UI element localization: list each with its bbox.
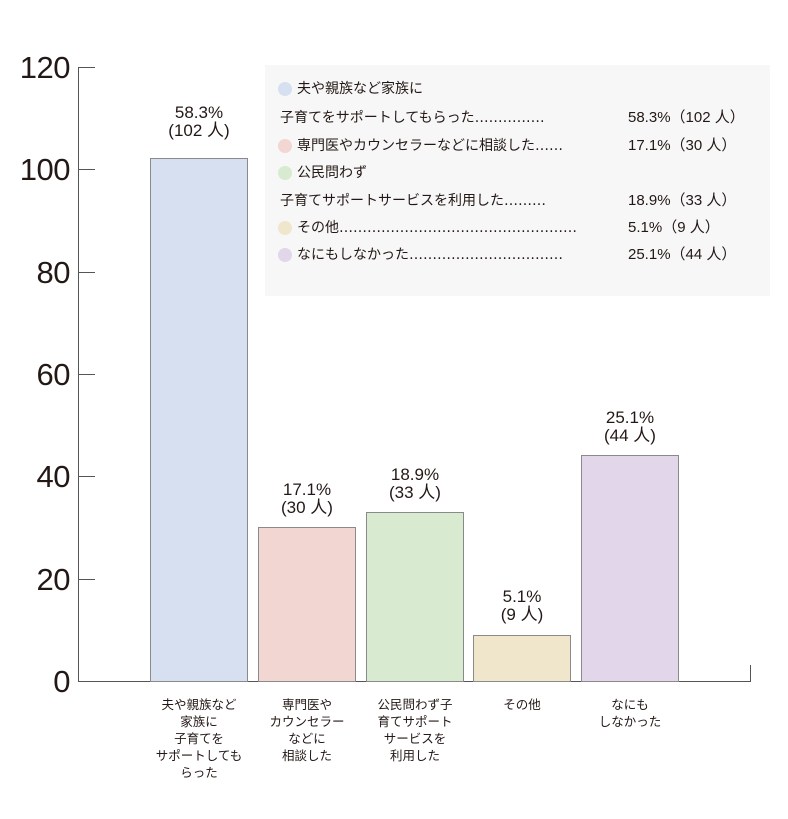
bar-support-service: [366, 512, 464, 682]
category-line: カウンセラー: [269, 714, 345, 729]
category-line: 相談した: [281, 748, 332, 763]
category-line: らった: [180, 765, 218, 780]
y-tick-label: 80: [36, 255, 71, 290]
y-tick-80: [78, 272, 95, 273]
y-tick-label: 40: [36, 459, 71, 494]
legend-label: 夫や親族など家族に: [297, 81, 423, 97]
category-line: サポートしても: [155, 748, 243, 763]
bar-value-label: 17.1% (30 人): [248, 481, 366, 517]
legend-label: 子育てサポートサービスを利用した………: [280, 193, 546, 209]
bar-pct: 18.9%: [390, 465, 440, 484]
legend-item-continuation: 子育てをサポートしてもらった…………… 58.3%（102 人）: [265, 106, 770, 130]
legend-swatch-icon: [278, 82, 292, 96]
category-line: などに: [288, 731, 326, 746]
category-label: 専門医や カウンセラー などに 相談した: [242, 696, 372, 764]
category-line: 専門医や: [281, 697, 332, 712]
bar-other: [473, 635, 571, 682]
y-tick-label: 120: [19, 50, 71, 85]
legend-value: 18.9%（33 人）: [628, 192, 737, 209]
legend-value: 25.1%（44 人）: [628, 246, 737, 263]
bar-value-label: 5.1% (9 人): [463, 588, 581, 624]
bar-count: (30 人): [281, 498, 333, 517]
legend-swatch-icon: [278, 248, 292, 262]
legend-item: 夫や親族など家族に: [265, 77, 770, 101]
legend-label: 子育てをサポートしてもらった……………: [280, 110, 545, 126]
y-tick-100: [78, 169, 95, 170]
legend: 夫や親族など家族に 子育てをサポートしてもらった…………… 58.3%（102 …: [265, 65, 770, 296]
bar-value-label: 58.3% (102 人): [140, 104, 258, 140]
category-line: 夫や親族など: [161, 697, 237, 712]
y-tick-40: [78, 476, 95, 477]
y-tick-20: [78, 579, 95, 580]
legend-label: 公民問わず: [297, 165, 367, 181]
legend-value: 5.1%（9 人）: [628, 219, 720, 236]
category-line: 公民問わず子: [377, 697, 453, 712]
legend-swatch-icon: [278, 166, 292, 180]
bar-pct: 17.1%: [282, 480, 332, 499]
category-line: なにも: [611, 697, 649, 712]
category-line: 利用した: [389, 748, 440, 763]
category-line: しなかった: [598, 714, 662, 729]
bar-value-label: 25.1% (44 人): [571, 409, 689, 445]
bar-count: (33 人): [389, 483, 441, 502]
bar-value-label: 18.9% (33 人): [356, 466, 474, 502]
category-line: 家族に: [180, 714, 218, 729]
legend-label: その他……………………………………………: [297, 220, 577, 236]
bar-count: (44 人): [604, 426, 656, 445]
legend-item: その他…………………………………………… 5.1%（9 人）: [265, 216, 770, 240]
y-tick-120: [78, 67, 95, 68]
category-line: 育てサポート: [377, 714, 453, 729]
bar-pct: 58.3%: [174, 103, 224, 122]
category-line: サービスを: [383, 731, 447, 746]
bar-specialist: [258, 527, 356, 682]
legend-swatch-icon: [278, 221, 292, 235]
bar-pct: 25.1%: [605, 408, 655, 427]
category-label: なにも しなかった: [565, 696, 695, 730]
legend-item: 公民問わず: [265, 161, 770, 185]
y-tick-60: [78, 374, 95, 375]
bar-family-support: [150, 158, 248, 682]
y-tick-label: 100: [19, 152, 71, 187]
bar-count: (9 人): [500, 605, 544, 624]
legend-value: 17.1%（30 人）: [628, 137, 737, 154]
legend-label: 専門医やカウンセラーなどに相談した……: [297, 138, 563, 154]
bar-count: (102 人): [168, 121, 230, 140]
legend-item-continuation: 子育てサポートサービスを利用した……… 18.9%（33 人）: [265, 189, 770, 213]
category-label: その他: [457, 696, 587, 713]
y-tick-label: 60: [36, 357, 71, 392]
x-axis-end-tick: [750, 665, 751, 682]
legend-item: なにもしなかった…………………………… 25.1%（44 人）: [265, 243, 770, 267]
legend-item: 専門医やカウンセラーなどに相談した…… 17.1%（30 人）: [265, 134, 770, 158]
bar-nothing: [581, 455, 679, 682]
category-label: 夫や親族など 家族に 子育てを サポートしても らった: [134, 696, 264, 781]
y-tick-label: 0: [53, 664, 70, 699]
category-label: 公民問わず子 育てサポート サービスを 利用した: [350, 696, 480, 764]
y-tick-label: 20: [36, 562, 71, 597]
category-line: 子育てを: [174, 731, 224, 746]
legend-swatch-icon: [278, 139, 292, 153]
legend-label: なにもしなかった……………………………: [297, 247, 563, 263]
legend-value: 58.3%（102 人）: [628, 109, 745, 126]
bar-pct: 5.1%: [502, 587, 542, 606]
category-line: その他: [503, 697, 541, 712]
